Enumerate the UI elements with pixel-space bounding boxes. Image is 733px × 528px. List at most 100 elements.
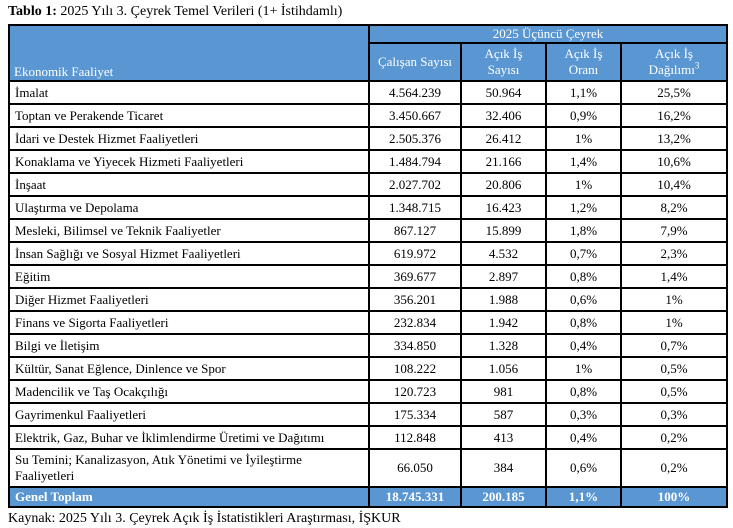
column-header-rate: Açık İş Oranı <box>545 42 622 82</box>
cell-activity: Madencilik ve Taş Ocakçılığı <box>8 379 370 404</box>
cell-employees: 66.050 <box>368 448 462 488</box>
statistics-table: Ekonomik Faaliyet 2025 Üçüncü Çeyrek Çal… <box>8 24 729 508</box>
column-header-distribution: Açık İş Dağılımı3 <box>619 42 729 82</box>
cell-distribution: 10,4% <box>619 172 729 197</box>
cell-total-distribution: 100% <box>619 486 729 508</box>
cell-rate: 0,6% <box>545 287 622 312</box>
table-title-text: 2025 Yılı 3. Çeyrek Temel Verileri (1+ İ… <box>56 4 343 19</box>
cell-rate: 1,8% <box>545 218 622 243</box>
cell-vacancies: 413 <box>460 425 547 450</box>
cell-employees: 2.505.376 <box>368 126 462 151</box>
cell-distribution: 1% <box>619 287 729 312</box>
table-title: Tablo 1: 2025 Yılı 3. Çeyrek Temel Veril… <box>8 3 726 21</box>
cell-rate: 0,4% <box>545 425 622 450</box>
cell-employees: 356.201 <box>368 287 462 312</box>
cell-activity: Toptan ve Perakende Ticaret <box>8 103 370 128</box>
cell-rate: 1,1% <box>545 80 622 105</box>
cell-total-vacancies: 200.185 <box>460 486 547 508</box>
cell-distribution: 1% <box>619 310 729 335</box>
cell-employees: 120.723 <box>368 379 462 404</box>
cell-employees: 1.484.794 <box>368 149 462 174</box>
cell-vacancies: 21.166 <box>460 149 547 174</box>
cell-vacancies: 26.412 <box>460 126 547 151</box>
cell-activity: Finans ve Sigorta Faaliyetleri <box>8 310 370 335</box>
table-title-prefix: Tablo 1: <box>8 4 57 19</box>
cell-rate: 1,2% <box>545 195 622 220</box>
table-row: Toptan ve Perakende Ticaret 3.450.667 32… <box>8 103 729 128</box>
cell-rate: 0,8% <box>545 379 622 404</box>
cell-employees: 108.222 <box>368 356 462 381</box>
table-row: İmalat 4.564.239 50.964 1,1% 25,5% <box>8 80 729 105</box>
cell-activity: Diğer Hizmet Faaliyetleri <box>8 287 370 312</box>
cell-activity: İdari ve Destek Hizmet Faaliyetleri <box>8 126 370 151</box>
table-header: Ekonomik Faaliyet 2025 Üçüncü Çeyrek Çal… <box>8 24 729 82</box>
cell-activity: Mesleki, Bilimsel ve Teknik Faaliyetler <box>8 218 370 243</box>
cell-vacancies: 20.806 <box>460 172 547 197</box>
cell-vacancies: 32.406 <box>460 103 547 128</box>
cell-activity: Konaklama ve Yiyecek Hizmeti Faaliyetler… <box>8 149 370 174</box>
table-row: Ulaştırma ve Depolama 1.348.715 16.423 1… <box>8 195 729 220</box>
table-row: İnşaat 2.027.702 20.806 1% 10,4% <box>8 172 729 197</box>
table-row: Gayrimenkul Faaliyetleri 175.334 587 0,3… <box>8 402 729 427</box>
cell-employees: 334.850 <box>368 333 462 358</box>
source-note: Kaynak: 2025 Yılı 3. Çeyrek Açık İş İsta… <box>8 511 401 526</box>
cell-vacancies: 15.899 <box>460 218 547 243</box>
cell-distribution: 0,3% <box>619 402 729 427</box>
cell-activity: Su Temini; Kanalizasyon, Atık Yönetimi v… <box>8 448 370 488</box>
cell-vacancies: 981 <box>460 379 547 404</box>
cell-vacancies: 1.328 <box>460 333 547 358</box>
cell-total-rate: 1,1% <box>545 486 622 508</box>
cell-employees: 4.564.239 <box>368 80 462 105</box>
cell-vacancies: 1.942 <box>460 310 547 335</box>
cell-employees: 1.348.715 <box>368 195 462 220</box>
cell-distribution: 0,7% <box>619 333 729 358</box>
cell-vacancies: 2.897 <box>460 264 547 289</box>
cell-vacancies: 50.964 <box>460 80 547 105</box>
table-row: Eğitim 369.677 2.897 0,8% 1,4% <box>8 264 729 289</box>
cell-employees: 619.972 <box>368 241 462 266</box>
table-row: Su Temini; Kanalizasyon, Atık Yönetimi v… <box>8 448 729 488</box>
cell-employees: 2.027.702 <box>368 172 462 197</box>
header-sub-row: Çalışan Sayısı Açık İş Sayısı Açık İş Oran… <box>9 42 729 82</box>
cell-vacancies: 1.056 <box>460 356 547 381</box>
table-row: Madencilik ve Taş Ocakçılığı 120.723 981… <box>8 379 729 404</box>
cell-distribution: 16,2% <box>619 103 729 128</box>
table-row: İdari ve Destek Hizmet Faaliyetleri 2.50… <box>8 126 729 151</box>
table-row: Mesleki, Bilimsel ve Teknik Faaliyetler … <box>8 218 729 243</box>
table-body: İmalat 4.564.239 50.964 1,1% 25,5% Topta… <box>8 80 729 508</box>
cell-rate: 0,8% <box>545 310 622 335</box>
cell-distribution: 0,5% <box>619 356 729 381</box>
cell-rate: 0,9% <box>545 103 622 128</box>
cell-activity: Eğitim <box>8 264 370 289</box>
table-row: Elektrik, Gaz, Buhar ve İklimlendirme Ür… <box>8 425 729 450</box>
table-row: Kültür, Sanat Eğlence, Dinlence ve Spor … <box>8 356 729 381</box>
cell-distribution: 8,2% <box>619 195 729 220</box>
cell-employees: 175.334 <box>368 402 462 427</box>
cell-distribution: 0,5% <box>619 379 729 404</box>
cell-employees: 369.677 <box>368 264 462 289</box>
table-row: Diğer Hizmet Faaliyetleri 356.201 1.988 … <box>8 287 729 312</box>
cell-total-employees: 18.745.331 <box>368 486 462 508</box>
cell-vacancies: 4.532 <box>460 241 547 266</box>
cell-employees: 867.127 <box>368 218 462 243</box>
cell-distribution: 25,5% <box>619 80 729 105</box>
cell-activity: Kültür, Sanat Eğlence, Dinlence ve Spor <box>8 356 370 381</box>
cell-distribution: 0,2% <box>619 448 729 488</box>
cell-rate: 1% <box>545 172 622 197</box>
cell-distribution: 2,3% <box>619 241 729 266</box>
cell-activity: İnsan Sağlığı ve Sosyal Hizmet Faaliyetl… <box>8 241 370 266</box>
cell-employees: 112.848 <box>368 425 462 450</box>
cell-rate: 0,7% <box>545 241 622 266</box>
cell-employees: 3.450.667 <box>368 103 462 128</box>
cell-rate: 1,4% <box>545 149 622 174</box>
cell-rate: 0,8% <box>545 264 622 289</box>
cell-rate: 0,3% <box>545 402 622 427</box>
table-row: Bilgi ve İletişim 334.850 1.328 0,4% 0,7… <box>8 333 729 358</box>
cell-activity: Ulaştırma ve Depolama <box>8 195 370 220</box>
header-group-row: Ekonomik Faaliyet 2025 Üçüncü Çeyrek <box>8 24 729 82</box>
cell-vacancies: 1.988 <box>460 287 547 312</box>
table-row: Finans ve Sigorta Faaliyetleri 232.834 1… <box>8 310 729 335</box>
cell-rate: 0,6% <box>545 448 622 488</box>
cell-activity: İmalat <box>8 80 370 105</box>
